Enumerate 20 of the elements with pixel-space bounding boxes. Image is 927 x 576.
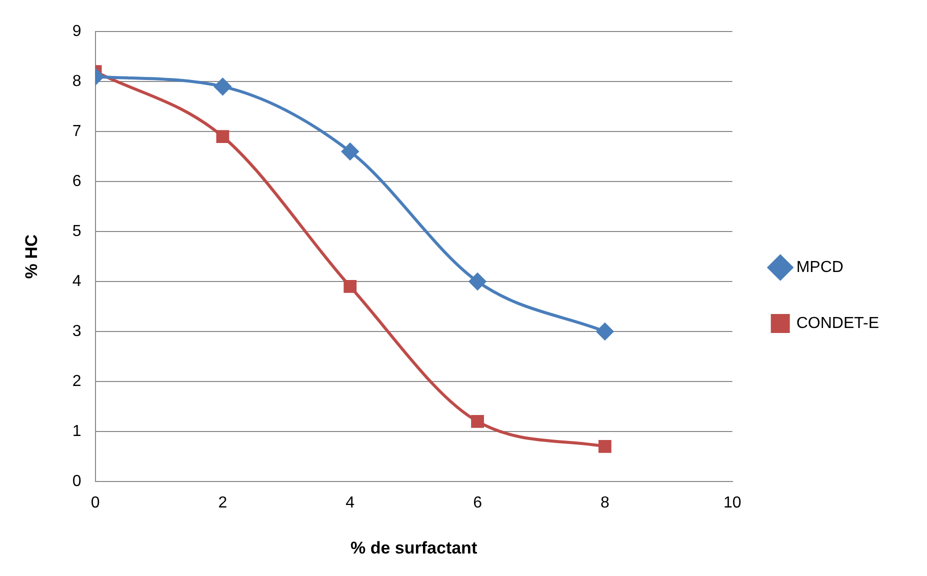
- y-tick-label: 1: [72, 422, 82, 440]
- x-tick-label: 4: [346, 494, 355, 512]
- y-tick-label: 4: [72, 272, 82, 290]
- x-tick-label: 8: [600, 494, 610, 512]
- legend-label: CONDET-E: [796, 314, 879, 332]
- y-tick-label: 7: [72, 122, 82, 140]
- legend-label: MPCD: [796, 258, 844, 276]
- y-tick-label: 9: [72, 23, 82, 40]
- y-tick-label: 0: [72, 472, 82, 490]
- y-tick-label: 5: [72, 222, 82, 240]
- y-tick-label: 3: [72, 322, 82, 340]
- y-tick-label: 8: [72, 72, 82, 90]
- x-tick-label: 0: [90, 494, 100, 512]
- x-tick-label: 6: [473, 494, 482, 512]
- x-tick-label: 2: [218, 494, 228, 512]
- x-axis-title: % de surfactant: [350, 538, 478, 558]
- y-tick-label: 2: [72, 372, 82, 390]
- y-tick-label: 6: [72, 172, 82, 190]
- x-tick-label: 10: [723, 494, 742, 512]
- y-axis-title: % HC: [22, 234, 41, 279]
